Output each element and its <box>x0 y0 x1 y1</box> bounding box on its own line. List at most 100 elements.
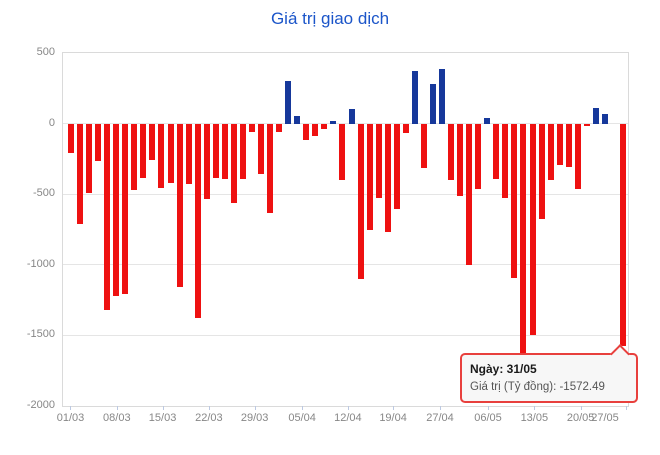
bar[interactable] <box>212 123 219 178</box>
bar[interactable] <box>140 123 147 178</box>
chart-title: Giá trị giao dịch <box>270 9 390 28</box>
bar[interactable] <box>239 123 246 180</box>
x-tick-mark <box>70 406 72 410</box>
bar[interactable] <box>357 123 364 279</box>
x-tick-label: 27/04 <box>426 412 454 424</box>
y-axis: 500 0 -500 -1000 -1500 -2000 <box>0 46 55 411</box>
bar[interactable] <box>538 123 545 219</box>
bar[interactable] <box>439 68 446 124</box>
bar[interactable] <box>583 123 590 126</box>
x-axis: 01/03 08/03 15/03 22/03 29/03 05/04 12/04 19/04… <box>57 406 627 428</box>
bar[interactable] <box>77 123 84 224</box>
bar[interactable] <box>330 120 337 124</box>
x-tick-mark <box>347 406 349 410</box>
x-tick-mark <box>488 406 489 410</box>
x-tick-label: 29/03 <box>240 412 269 424</box>
x-tick-label: 05/04 <box>288 412 316 424</box>
x-tick-mark <box>393 406 395 410</box>
x-tick-mark <box>439 406 441 410</box>
bar[interactable] <box>502 123 509 199</box>
bar[interactable] <box>529 123 536 336</box>
bar[interactable] <box>520 123 527 354</box>
bar[interactable] <box>131 123 138 190</box>
x-tick-label: 22/03 <box>195 412 223 424</box>
bar[interactable] <box>276 123 283 133</box>
x-tick-mark <box>302 406 304 410</box>
bar[interactable] <box>411 70 418 124</box>
x-tick-mark <box>254 406 256 410</box>
bar[interactable] <box>484 117 491 124</box>
y-tick-label: -500 <box>32 187 55 200</box>
y-tick-label: 500 <box>36 46 55 58</box>
bar[interactable] <box>104 123 111 310</box>
bar[interactable] <box>547 123 554 181</box>
bar[interactable] <box>303 123 310 140</box>
bar[interactable] <box>493 123 500 179</box>
gridline <box>63 123 628 125</box>
bar[interactable] <box>185 123 192 185</box>
bar[interactable] <box>221 123 228 180</box>
bar[interactable] <box>420 123 427 169</box>
bar[interactable] <box>194 123 201 318</box>
x-tick-label: 15/03 <box>148 412 177 424</box>
y-tick-label: -1000 <box>26 257 55 270</box>
bar[interactable] <box>475 123 482 190</box>
gridline <box>63 334 628 336</box>
bar[interactable] <box>457 123 464 196</box>
bar[interactable] <box>384 123 391 232</box>
bar[interactable] <box>158 123 165 188</box>
bar[interactable] <box>448 123 455 181</box>
x-tick-label: 06/05 <box>474 412 502 424</box>
bar[interactable] <box>267 123 274 214</box>
bar[interactable] <box>122 123 129 295</box>
bar[interactable] <box>565 123 572 167</box>
bar[interactable] <box>285 81 292 124</box>
x-tick-label: 08/03 <box>103 412 131 424</box>
bar[interactable] <box>86 123 93 193</box>
x-tick-mark <box>580 406 582 410</box>
bar[interactable] <box>511 123 518 278</box>
bar[interactable] <box>556 123 563 166</box>
bar[interactable] <box>149 123 156 160</box>
y-tick-label: -2000 <box>26 399 55 411</box>
bar[interactable] <box>68 123 74 154</box>
bar[interactable] <box>375 123 382 199</box>
x-tick-label: 01/03 <box>56 412 85 424</box>
tooltip: Ngày: 31/05 Giá trị (Tỷ đồng): -1572.49 <box>460 344 638 403</box>
bar[interactable] <box>393 123 400 210</box>
x-tick-mark <box>625 406 627 410</box>
bar[interactable] <box>466 123 473 265</box>
y-tick-label: 0 <box>48 116 55 129</box>
x-tick-label: 13/05 <box>520 412 549 424</box>
bar[interactable] <box>429 84 436 124</box>
bar[interactable] <box>312 123 319 137</box>
bar[interactable] <box>620 123 626 346</box>
bar[interactable] <box>402 123 409 133</box>
gridline <box>63 264 628 266</box>
x-tick-mark <box>534 406 536 410</box>
gridline <box>63 193 628 195</box>
bar[interactable] <box>339 123 346 181</box>
x-tick-mark <box>208 406 210 410</box>
bar[interactable] <box>258 123 265 175</box>
bar[interactable] <box>294 115 301 124</box>
bar[interactable] <box>176 123 183 288</box>
bar[interactable] <box>248 123 255 133</box>
x-tick-label: 12/04 <box>334 412 362 424</box>
tooltip-date: Ngày: 31/05 <box>470 362 537 376</box>
bar[interactable] <box>167 123 174 183</box>
bar[interactable] <box>366 123 373 231</box>
bar[interactable] <box>574 123 581 189</box>
bar[interactable] <box>203 123 210 200</box>
bar[interactable] <box>592 108 599 124</box>
bar[interactable] <box>348 109 355 124</box>
x-tick-label: 20/05 <box>566 412 595 424</box>
bar[interactable] <box>321 123 328 130</box>
x-tick-label: 27/05 <box>591 412 619 424</box>
tooltip-value: Giá trị (Tỷ đồng): -1572.49 <box>470 381 605 393</box>
bar[interactable] <box>230 123 237 204</box>
bar[interactable] <box>113 123 120 296</box>
bar[interactable] <box>95 123 102 161</box>
bar[interactable] <box>601 114 608 124</box>
